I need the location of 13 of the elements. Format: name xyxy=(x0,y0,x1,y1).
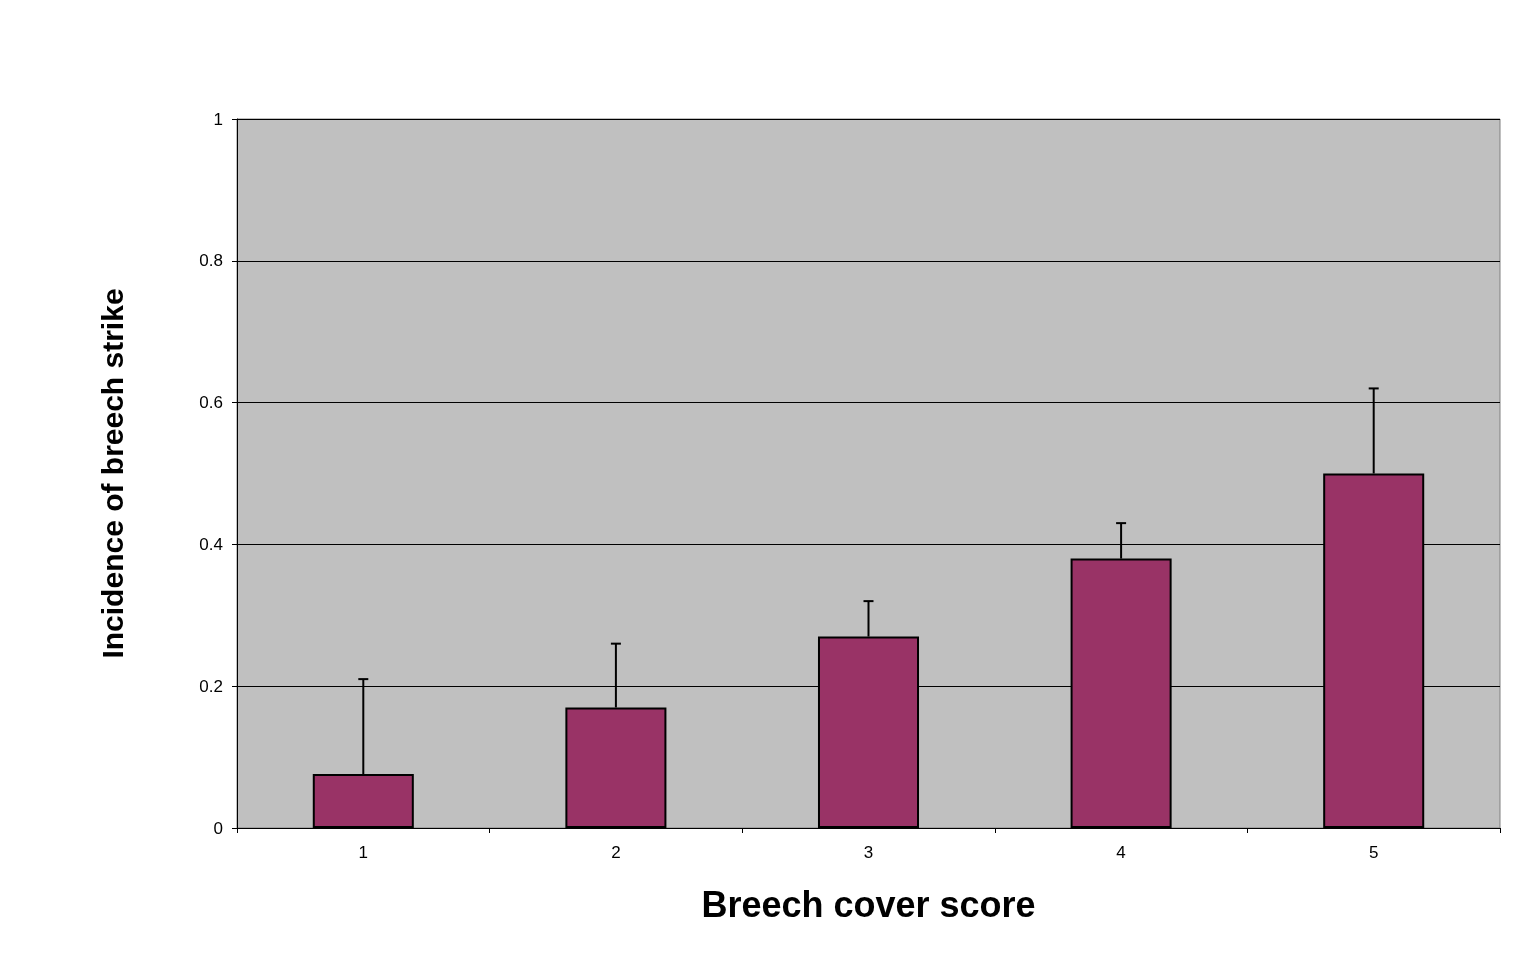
x-tick-label: 1 xyxy=(358,843,369,862)
y-axis-title: Incidence of breech strike xyxy=(95,288,129,659)
x-tick-label: 2 xyxy=(611,843,621,862)
y-tick-label: 0.6 xyxy=(199,393,223,413)
x-axis-title: Breech cover score xyxy=(701,883,1036,925)
x-tick-label: 5 xyxy=(1368,843,1379,862)
y-tick-label: 0 xyxy=(213,818,223,838)
y-tick-label: 0.2 xyxy=(199,676,223,696)
y-tick-label: 1 xyxy=(213,109,223,129)
y-tick-label: 0.8 xyxy=(199,251,223,271)
x-tick-label: 3 xyxy=(863,843,874,862)
x-tick-label: 4 xyxy=(1116,843,1126,862)
y-tick-label: 0.4 xyxy=(199,534,223,554)
